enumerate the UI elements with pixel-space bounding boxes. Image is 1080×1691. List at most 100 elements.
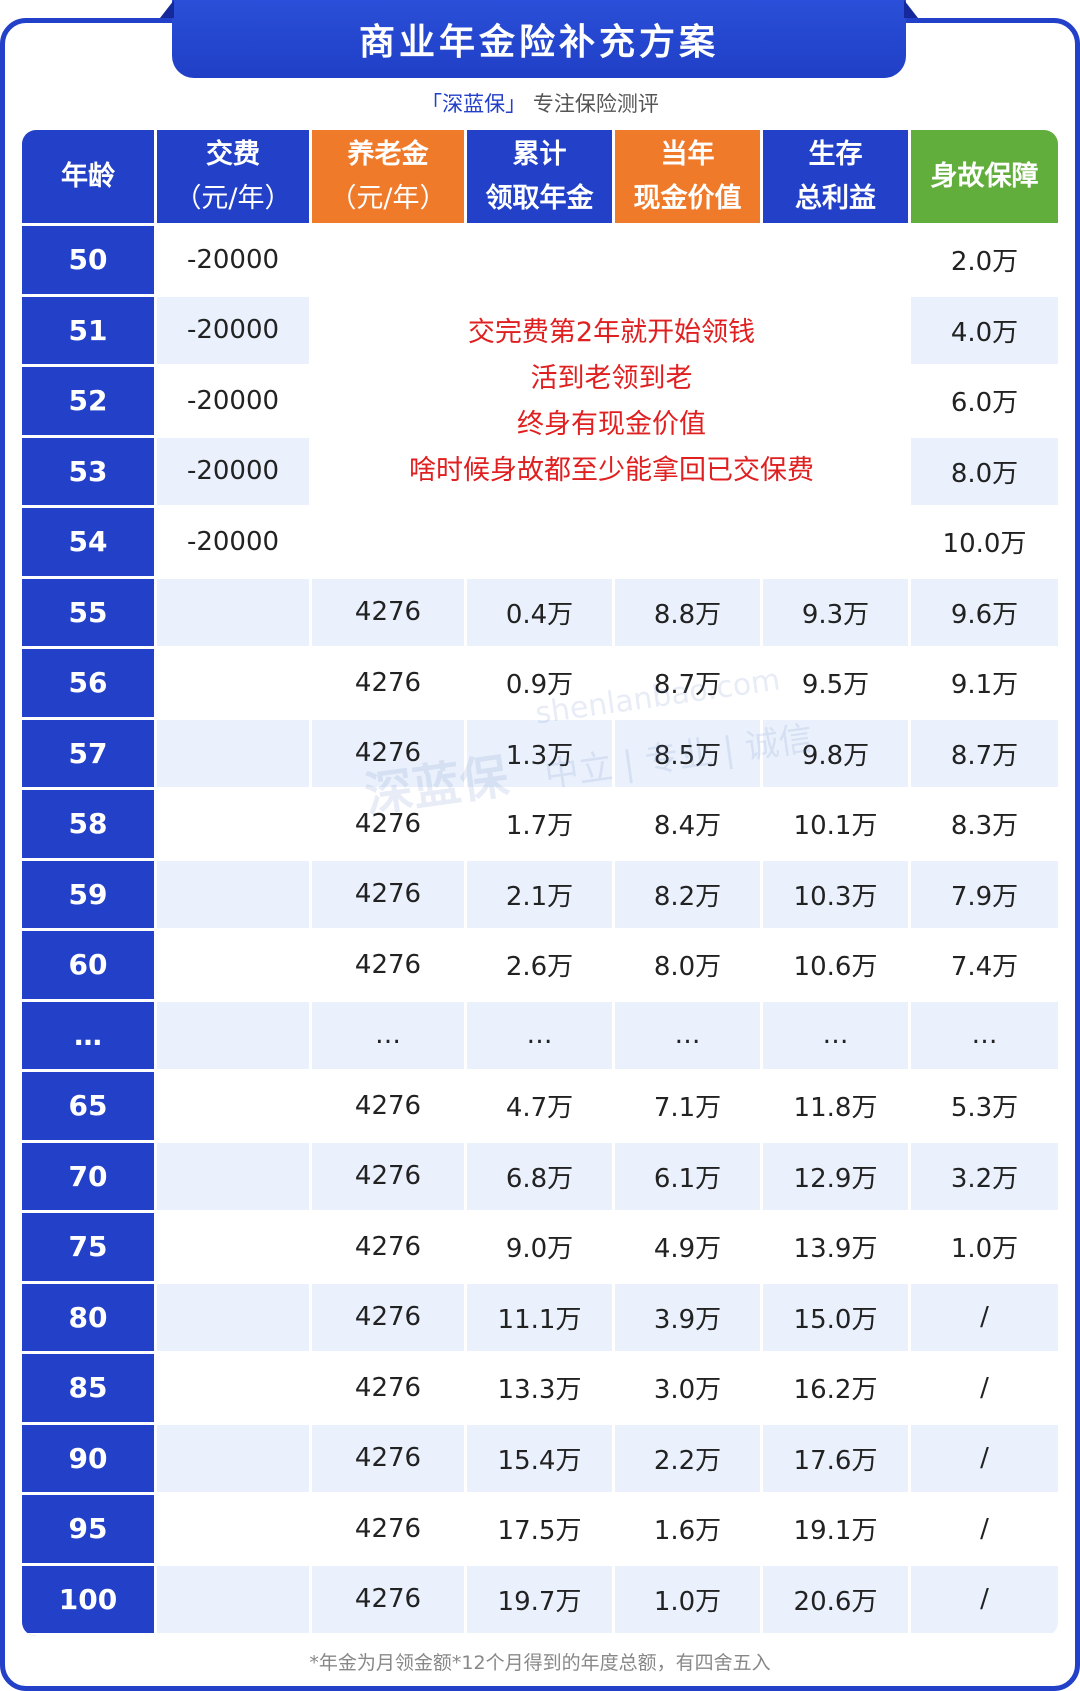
header-age: 年龄	[22, 130, 157, 226]
premium-cell	[157, 790, 312, 861]
pension-cell: 4276	[312, 860, 467, 931]
survival-benefit-cell: 9.5万	[763, 649, 911, 720]
survival-benefit-cell: 10.1万	[763, 790, 911, 861]
cash-value-cell: 8.0万	[615, 931, 763, 1002]
pension-cell: 4276	[312, 649, 467, 720]
footnote: *年金为月领金额*12个月得到的年度总额，有四舍五入	[309, 1652, 771, 1674]
age-cell: 100	[22, 1565, 157, 1636]
pension-cell: 4276	[312, 1424, 467, 1495]
cumulative-annuity-cell: 15.4万	[467, 1424, 615, 1495]
title-banner: 商业年金险补充方案	[172, 0, 906, 78]
table-row: 59 4276 2.1万 8.2万 10.3万 7.9万	[22, 860, 1058, 931]
highlight-line: 活到老领到老	[530, 363, 693, 395]
age-cell: …	[22, 1001, 157, 1072]
premium-cell	[157, 719, 312, 790]
age-cell: 60	[22, 931, 157, 1002]
pension-cell: 4276	[312, 1495, 467, 1566]
premium-cell	[157, 1001, 312, 1072]
highlight-line: 交完费第2年就开始领钱	[467, 317, 756, 349]
table-row: 58 4276 1.7万 8.4万 10.1万 8.3万	[22, 790, 1058, 861]
pension-cell: 4276	[312, 790, 467, 861]
cash-value-cell: 3.0万	[615, 1354, 763, 1425]
cumulative-annuity-cell: 2.1万	[467, 860, 615, 931]
death-benefit-cell: 9.1万	[911, 649, 1058, 720]
death-benefit-cell: /	[911, 1565, 1058, 1636]
table-row: 85 4276 13.3万 3.0万 16.2万 /	[22, 1354, 1058, 1425]
cumulative-annuity-cell: 2.6万	[467, 931, 615, 1002]
table-row: 60 4276 2.6万 8.0万 10.6万 7.4万	[22, 931, 1058, 1002]
premium-cell: -20000	[157, 296, 312, 367]
pension-cell: 4276	[312, 578, 467, 649]
cash-value-cell: 8.7万	[615, 649, 763, 720]
age-cell: 65	[22, 1072, 157, 1143]
header-death-benefit: 身故保障	[911, 130, 1058, 226]
header-premium: 交费 （元/年）	[157, 130, 312, 226]
age-cell: 59	[22, 860, 157, 931]
subtitle-text: 专注保险测评	[532, 92, 659, 116]
pension-cell: …	[312, 1001, 467, 1072]
pension-cell: 4276	[312, 1283, 467, 1354]
table-row: 55 4276 0.4万 8.8万 9.3万 9.6万	[22, 578, 1058, 649]
cumulative-annuity-cell: 6.8万	[467, 1142, 615, 1213]
survival-benefit-cell: 9.3万	[763, 578, 911, 649]
age-cell: 85	[22, 1354, 157, 1425]
cumulative-annuity-cell: 0.9万	[467, 649, 615, 720]
survival-benefit-cell: 10.3万	[763, 860, 911, 931]
survival-benefit-cell: 15.0万	[763, 1283, 911, 1354]
highlight-line: 啥时候身故都至少能拿回已交保费	[409, 455, 814, 487]
cumulative-annuity-cell: 1.7万	[467, 790, 615, 861]
premium-cell	[157, 1495, 312, 1566]
header-cash-value: 当年 现金价值	[615, 130, 763, 226]
age-cell: 53	[22, 437, 157, 508]
age-cell: 80	[22, 1283, 157, 1354]
cash-value-cell: 6.1万	[615, 1142, 763, 1213]
survival-benefit-cell: 20.6万	[763, 1565, 911, 1636]
pension-cell: 4276	[312, 931, 467, 1002]
age-cell: 70	[22, 1142, 157, 1213]
survival-benefit-cell: 10.6万	[763, 931, 911, 1002]
premium-cell	[157, 931, 312, 1002]
pension-cell: 4276	[312, 1072, 467, 1143]
death-benefit-cell: 8.3万	[911, 790, 1058, 861]
premium-cell	[157, 649, 312, 720]
header-survival-benefit: 生存 总利益	[763, 130, 911, 226]
age-cell: 50	[22, 226, 157, 297]
cumulative-annuity-cell: 0.4万	[467, 578, 615, 649]
highlight-note: 交完费第2年就开始领钱 活到老领到老 终身有现金价值 啥时候身故都至少能拿回已交…	[312, 226, 911, 579]
survival-benefit-cell: 13.9万	[763, 1213, 911, 1284]
survival-benefit-cell: 12.9万	[763, 1142, 911, 1213]
death-benefit-cell: 4.0万	[911, 296, 1058, 367]
cash-value-cell: 2.2万	[615, 1424, 763, 1495]
cash-value-cell: 3.9万	[615, 1283, 763, 1354]
premium-cell	[157, 860, 312, 931]
survival-benefit-cell: 9.8万	[763, 719, 911, 790]
death-benefit-cell: /	[911, 1495, 1058, 1566]
cash-value-cell: 8.4万	[615, 790, 763, 861]
cash-value-cell: 8.5万	[615, 719, 763, 790]
table-row: 80 4276 11.1万 3.9万 15.0万 /	[22, 1283, 1058, 1354]
death-benefit-cell: 7.9万	[911, 860, 1058, 931]
age-cell: 56	[22, 649, 157, 720]
premium-cell	[157, 1354, 312, 1425]
survival-benefit-cell: 17.6万	[763, 1424, 911, 1495]
death-benefit-cell: 9.6万	[911, 578, 1058, 649]
death-benefit-cell: 7.4万	[911, 931, 1058, 1002]
premium-cell	[157, 1565, 312, 1636]
death-benefit-cell: /	[911, 1283, 1058, 1354]
table-header: 年龄 交费 （元/年） 养老金 （元/年） 累计 领取年金 当年 现金价值 生存 总利益 …	[22, 130, 1058, 226]
age-cell: 57	[22, 719, 157, 790]
age-cell: 51	[22, 296, 157, 367]
age-cell: 54	[22, 508, 157, 579]
death-benefit-cell: 10.0万	[911, 508, 1058, 579]
pension-cell: 4276	[312, 1354, 467, 1425]
table-row: 65 4276 4.7万 7.1万 11.8万 5.3万	[22, 1072, 1058, 1143]
death-benefit-cell: 8.7万	[911, 719, 1058, 790]
death-benefit-cell: 3.2万	[911, 1142, 1058, 1213]
annuity-table: 年龄 交费 （元/年） 养老金 （元/年） 累计 领取年金 当年 现金价值 生存 总利益 …	[22, 130, 1058, 1636]
pension-cell: 4276	[312, 1213, 467, 1284]
cash-value-cell: 8.8万	[615, 578, 763, 649]
age-cell: 90	[22, 1424, 157, 1495]
table-row: 70 4276 6.8万 6.1万 12.9万 3.2万	[22, 1142, 1058, 1213]
brand-name: 「深蓝保」	[421, 92, 527, 116]
cumulative-annuity-cell: 13.3万	[467, 1354, 615, 1425]
